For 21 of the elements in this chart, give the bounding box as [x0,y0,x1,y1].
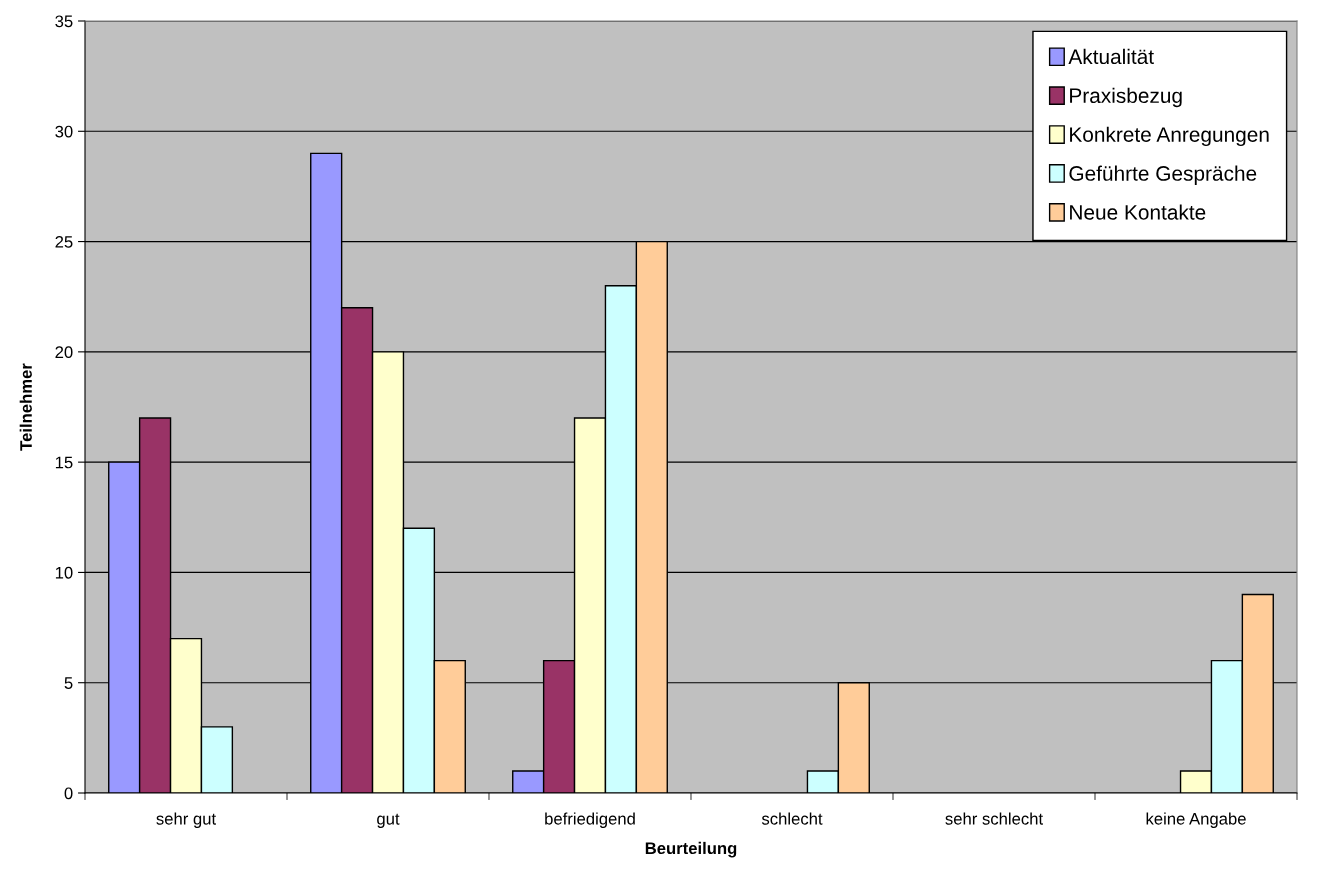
y-tick-label: 20 [55,346,73,359]
y-tick-label: 35 [55,15,73,28]
x-tick-label: sehr schlecht [945,812,1043,825]
legend-label: Geführte Gespräche [1069,165,1257,185]
x-tick-label: schlecht [761,812,823,825]
y-tick-label: 15 [55,456,73,469]
y-tick-label: 5 [64,677,73,689]
y-tick-label: 0 [64,787,73,800]
y-axis-title: Teilnehmer [19,363,32,451]
x-tick-label: befriedigend [545,812,635,828]
legend-label: Praxisbezug [1070,87,1182,108]
x-tick-label: gut [377,813,400,828]
x-tick-label: sehr gut [156,812,216,828]
x-axis-title: Beurteilung [645,841,737,858]
legend-label: Neue Kontakte [1070,204,1206,220]
y-tick-label: 25 [55,235,73,248]
x-tick-label: keine Angabe [1146,812,1246,828]
legend-label: Aktualität [1068,48,1154,65]
legend-label: Konkrete Anregungen [1070,126,1269,147]
y-tick-label: 10 [55,566,73,579]
y-tick-label: 30 [55,125,73,138]
